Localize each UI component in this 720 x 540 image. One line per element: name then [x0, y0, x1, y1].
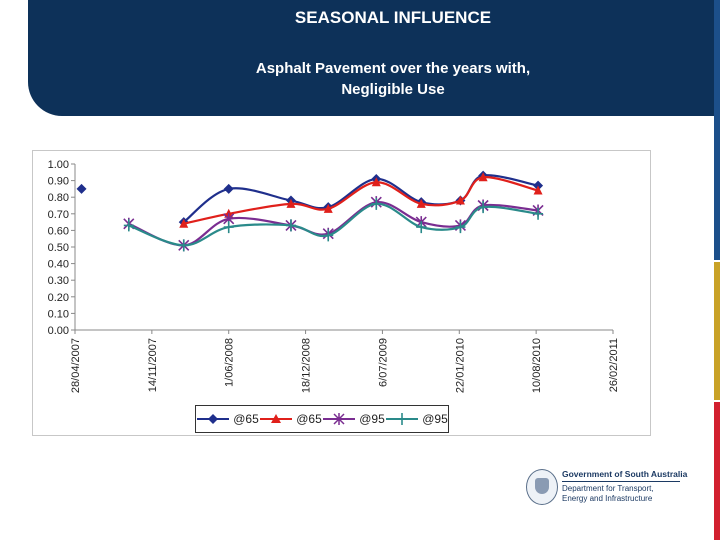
logo-text: Government of South Australia Department… — [562, 469, 687, 504]
data-point-series-2 — [323, 203, 333, 213]
data-point-series-2 — [416, 198, 426, 208]
data-point-series-4 — [285, 219, 296, 232]
subtitle-line-2: Negligible Use — [341, 81, 445, 98]
data-point-series-4 — [416, 221, 427, 234]
slide-subtitle: Asphalt Pavement over the years with, Ne… — [28, 58, 720, 100]
legend-item-4: @95 — [385, 412, 448, 426]
y-tick-label: 0.30 — [48, 275, 69, 287]
y-tick-label: 1.00 — [48, 159, 69, 171]
legend-item-2: @65 — [259, 412, 322, 426]
data-point-series-2 — [533, 185, 543, 195]
state-crest-icon — [526, 469, 558, 505]
data-point-series-4 — [178, 239, 189, 252]
y-tick-label: 0.10 — [48, 308, 69, 320]
data-point-series-2 — [286, 198, 296, 208]
x-tick-label: 18/12/2008 — [301, 338, 313, 393]
data-point-series-2 — [478, 172, 488, 182]
slide-title: SEASONAL INFLUENCE — [294, 8, 492, 27]
data-point-series-2 — [179, 218, 189, 228]
y-tick-label: 0.80 — [48, 192, 69, 204]
y-tick-label: 0.60 — [48, 225, 69, 237]
y-tick-label: 0.50 — [48, 242, 69, 254]
line-chart: 0.00 0.10 0.20 0.30 0.40 0.50 0.60 0.70 0.80 0.90… — [48, 159, 620, 393]
data-point-series-4 — [455, 221, 466, 234]
logo-divider — [562, 481, 680, 482]
x-tick-label: 10/08/2010 — [531, 338, 543, 393]
legend-label-2: @65 — [296, 412, 322, 426]
side-stripe-red — [714, 402, 720, 540]
x-tick-label: 26/02/2011 — [608, 338, 620, 392]
series-line-4 — [128, 202, 539, 247]
data-point-series-2 — [455, 195, 465, 205]
header-banner: SEASONAL INFLUENCE Asphalt Pavement over… — [28, 0, 720, 116]
x-tick-label: 28/04/2007 — [70, 338, 82, 393]
logo-org-name: Government of South Australia — [562, 469, 688, 479]
legend-item-3: @95 — [322, 412, 385, 426]
legend-label-3: @95 — [359, 412, 385, 426]
legend-label-1: @65 — [233, 412, 259, 426]
data-point-series-4 — [533, 207, 544, 220]
data-point-series-1 — [223, 183, 234, 194]
logo-dept-line-2: Energy and Infrastructure — [562, 494, 653, 503]
chart-panel: 0.00 0.10 0.20 0.30 0.40 0.50 0.60 0.70 0.80 0.90… — [32, 150, 651, 436]
data-point-series-4 — [371, 197, 382, 210]
x-tick-label: 6/07/2009 — [377, 338, 389, 387]
y-tick-label: 0.00 — [48, 325, 69, 337]
government-logo: Government of South Australia Department… — [522, 465, 692, 509]
data-point-series-1 — [76, 183, 87, 194]
side-stripe-gold — [714, 262, 720, 400]
y-tick-label: 0.70 — [48, 209, 69, 221]
x-tick-label: 14/11/2007 — [147, 338, 159, 392]
x-tick-label: 1/06/2008 — [224, 338, 236, 387]
y-tick-label: 0.20 — [48, 292, 69, 304]
subtitle-line-1: Asphalt Pavement over the years with, — [255, 60, 531, 77]
logo-dept-line-1: Department for Transport, — [562, 484, 654, 493]
y-tick-label: 0.40 — [48, 259, 69, 271]
data-point-series-4 — [323, 229, 334, 242]
side-stripe-blue — [714, 0, 720, 260]
legend-item-1: @65 — [196, 412, 259, 426]
series-line-1 — [183, 174, 539, 223]
y-tick-label: 0.90 — [48, 176, 69, 188]
legend-label-4: @95 — [422, 412, 448, 426]
x-tick-label: 22/01/2010 — [454, 338, 466, 393]
data-point-series-4 — [223, 221, 234, 234]
data-point-series-4 — [478, 201, 489, 214]
chart-legend: @65 @65 @95 @95 — [195, 405, 449, 433]
data-point-series-2 — [371, 177, 381, 187]
data-point-series-4 — [123, 219, 134, 232]
